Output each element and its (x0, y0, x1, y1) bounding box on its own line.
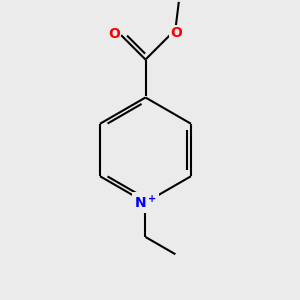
Text: $\mathregular{N^+}$: $\mathregular{N^+}$ (134, 194, 157, 211)
Text: O: O (108, 27, 120, 41)
Text: O: O (171, 26, 182, 40)
